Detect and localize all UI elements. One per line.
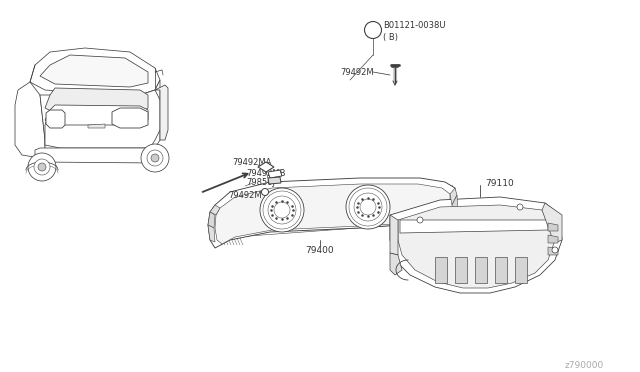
Polygon shape <box>452 195 458 218</box>
Circle shape <box>346 185 390 229</box>
Polygon shape <box>30 48 160 95</box>
Polygon shape <box>455 257 467 283</box>
Text: 79492M: 79492M <box>340 67 374 77</box>
Text: 79850J: 79850J <box>246 177 275 186</box>
Polygon shape <box>88 124 105 128</box>
Circle shape <box>260 188 304 232</box>
Polygon shape <box>548 235 558 243</box>
Polygon shape <box>400 220 548 233</box>
Polygon shape <box>46 110 65 128</box>
Text: z790000: z790000 <box>565 360 604 369</box>
Circle shape <box>147 150 163 166</box>
Circle shape <box>262 189 269 196</box>
Polygon shape <box>35 148 158 163</box>
Polygon shape <box>45 90 160 148</box>
Text: 79492M: 79492M <box>228 190 262 199</box>
Text: 79400: 79400 <box>305 246 333 254</box>
Circle shape <box>365 22 381 38</box>
Polygon shape <box>450 188 457 205</box>
Polygon shape <box>215 184 450 244</box>
Polygon shape <box>435 257 447 283</box>
Circle shape <box>141 144 169 172</box>
Polygon shape <box>548 247 558 255</box>
Circle shape <box>34 159 50 175</box>
Polygon shape <box>210 205 220 215</box>
Polygon shape <box>40 80 160 150</box>
Polygon shape <box>15 82 45 158</box>
Circle shape <box>552 247 558 253</box>
Polygon shape <box>208 225 215 242</box>
Polygon shape <box>208 178 455 248</box>
Polygon shape <box>398 205 554 288</box>
Circle shape <box>38 163 46 171</box>
Polygon shape <box>208 212 215 228</box>
Polygon shape <box>390 197 562 293</box>
Polygon shape <box>390 215 398 255</box>
Text: 79110: 79110 <box>485 179 514 187</box>
Text: B01121-0038U: B01121-0038U <box>383 20 445 29</box>
Circle shape <box>151 154 159 162</box>
Polygon shape <box>542 203 562 243</box>
Polygon shape <box>268 177 281 184</box>
Polygon shape <box>390 253 402 275</box>
Text: B: B <box>369 26 376 35</box>
Polygon shape <box>155 85 168 140</box>
Circle shape <box>517 204 523 210</box>
Polygon shape <box>40 55 148 87</box>
Circle shape <box>417 217 423 223</box>
Text: ( B): ( B) <box>383 32 398 42</box>
Polygon shape <box>112 108 148 128</box>
Circle shape <box>28 153 56 181</box>
Polygon shape <box>548 223 558 231</box>
Polygon shape <box>45 105 148 125</box>
Polygon shape <box>475 257 487 283</box>
Polygon shape <box>495 257 507 283</box>
Polygon shape <box>258 162 274 172</box>
Text: 79492MA: 79492MA <box>232 157 271 167</box>
Polygon shape <box>515 257 527 283</box>
Polygon shape <box>268 170 282 178</box>
Text: 79492MB: 79492MB <box>246 169 285 177</box>
Polygon shape <box>45 88 148 113</box>
